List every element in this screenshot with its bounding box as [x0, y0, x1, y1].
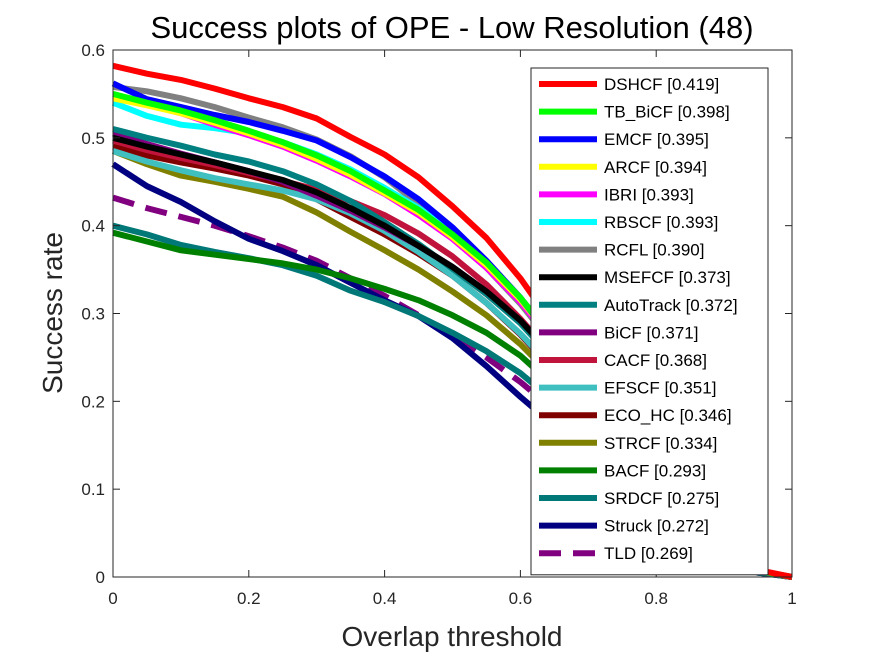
legend-label: EMCF [0.395] [604, 130, 709, 149]
axes-layer: 0 0.2 0.4 0.6 0.8 1 0 0.1 0.2 0.3 0.4 0.5 0.6 [81, 41, 796, 608]
y-tick-label: 0.6 [81, 41, 105, 60]
legend-label: ARCF [0.394] [604, 158, 707, 177]
legend-label: CACF [0.368] [604, 351, 707, 370]
legend-label: RBSCF [0.393] [604, 213, 718, 232]
y-tick-label: 0.3 [81, 305, 105, 324]
y-tick-label: 0.5 [81, 129, 105, 148]
x-tick-label: 0 [108, 589, 117, 608]
legend-label: EFSCF [0.351] [604, 379, 716, 398]
y-tick-label: 0.4 [81, 217, 105, 236]
legend-label: IBRI [0.393] [604, 185, 694, 204]
legend-box [530, 67, 769, 576]
legend-label: RCFL [0.390] [604, 241, 704, 260]
legend: DSHCF [0.419] TB_BiCF [0.398] EMCF [0.395]… [530, 67, 769, 576]
x-tick-label: 0.2 [237, 589, 261, 608]
y-axis-label: Success rate [37, 232, 68, 394]
y-tick-label: 0.1 [81, 480, 105, 499]
x-axis-label: Overlap threshold [341, 621, 562, 652]
y-tick-label: 0 [96, 568, 105, 587]
legend-label: STRCF [0.334] [604, 434, 717, 453]
legend-label: TB_BiCF [0.398] [604, 103, 730, 122]
y-tick-label: 0.2 [81, 392, 105, 411]
x-tick-label: 0.8 [644, 589, 668, 608]
x-tick-label: 1 [787, 589, 796, 608]
chart-title: Success plots of OPE - Low Resolution (4… [150, 10, 753, 45]
legend-label: MSEFCF [0.373] [604, 268, 731, 287]
legend-label: Struck [0.272] [604, 517, 709, 536]
x-tick-label: 0.4 [373, 589, 397, 608]
legend-label: SRDCF [0.275] [604, 489, 719, 508]
legend-label: DSHCF [0.419] [604, 75, 719, 94]
legend-label: BiCF [0.371] [604, 323, 699, 342]
legend-label: AutoTrack [0.372] [604, 296, 738, 315]
legend-label: BACF [0.293] [604, 461, 706, 480]
legend-label: ECO_HC [0.346] [604, 406, 732, 425]
x-tick-label: 0.6 [509, 589, 533, 608]
legend-label: TLD [0.269] [604, 544, 693, 563]
